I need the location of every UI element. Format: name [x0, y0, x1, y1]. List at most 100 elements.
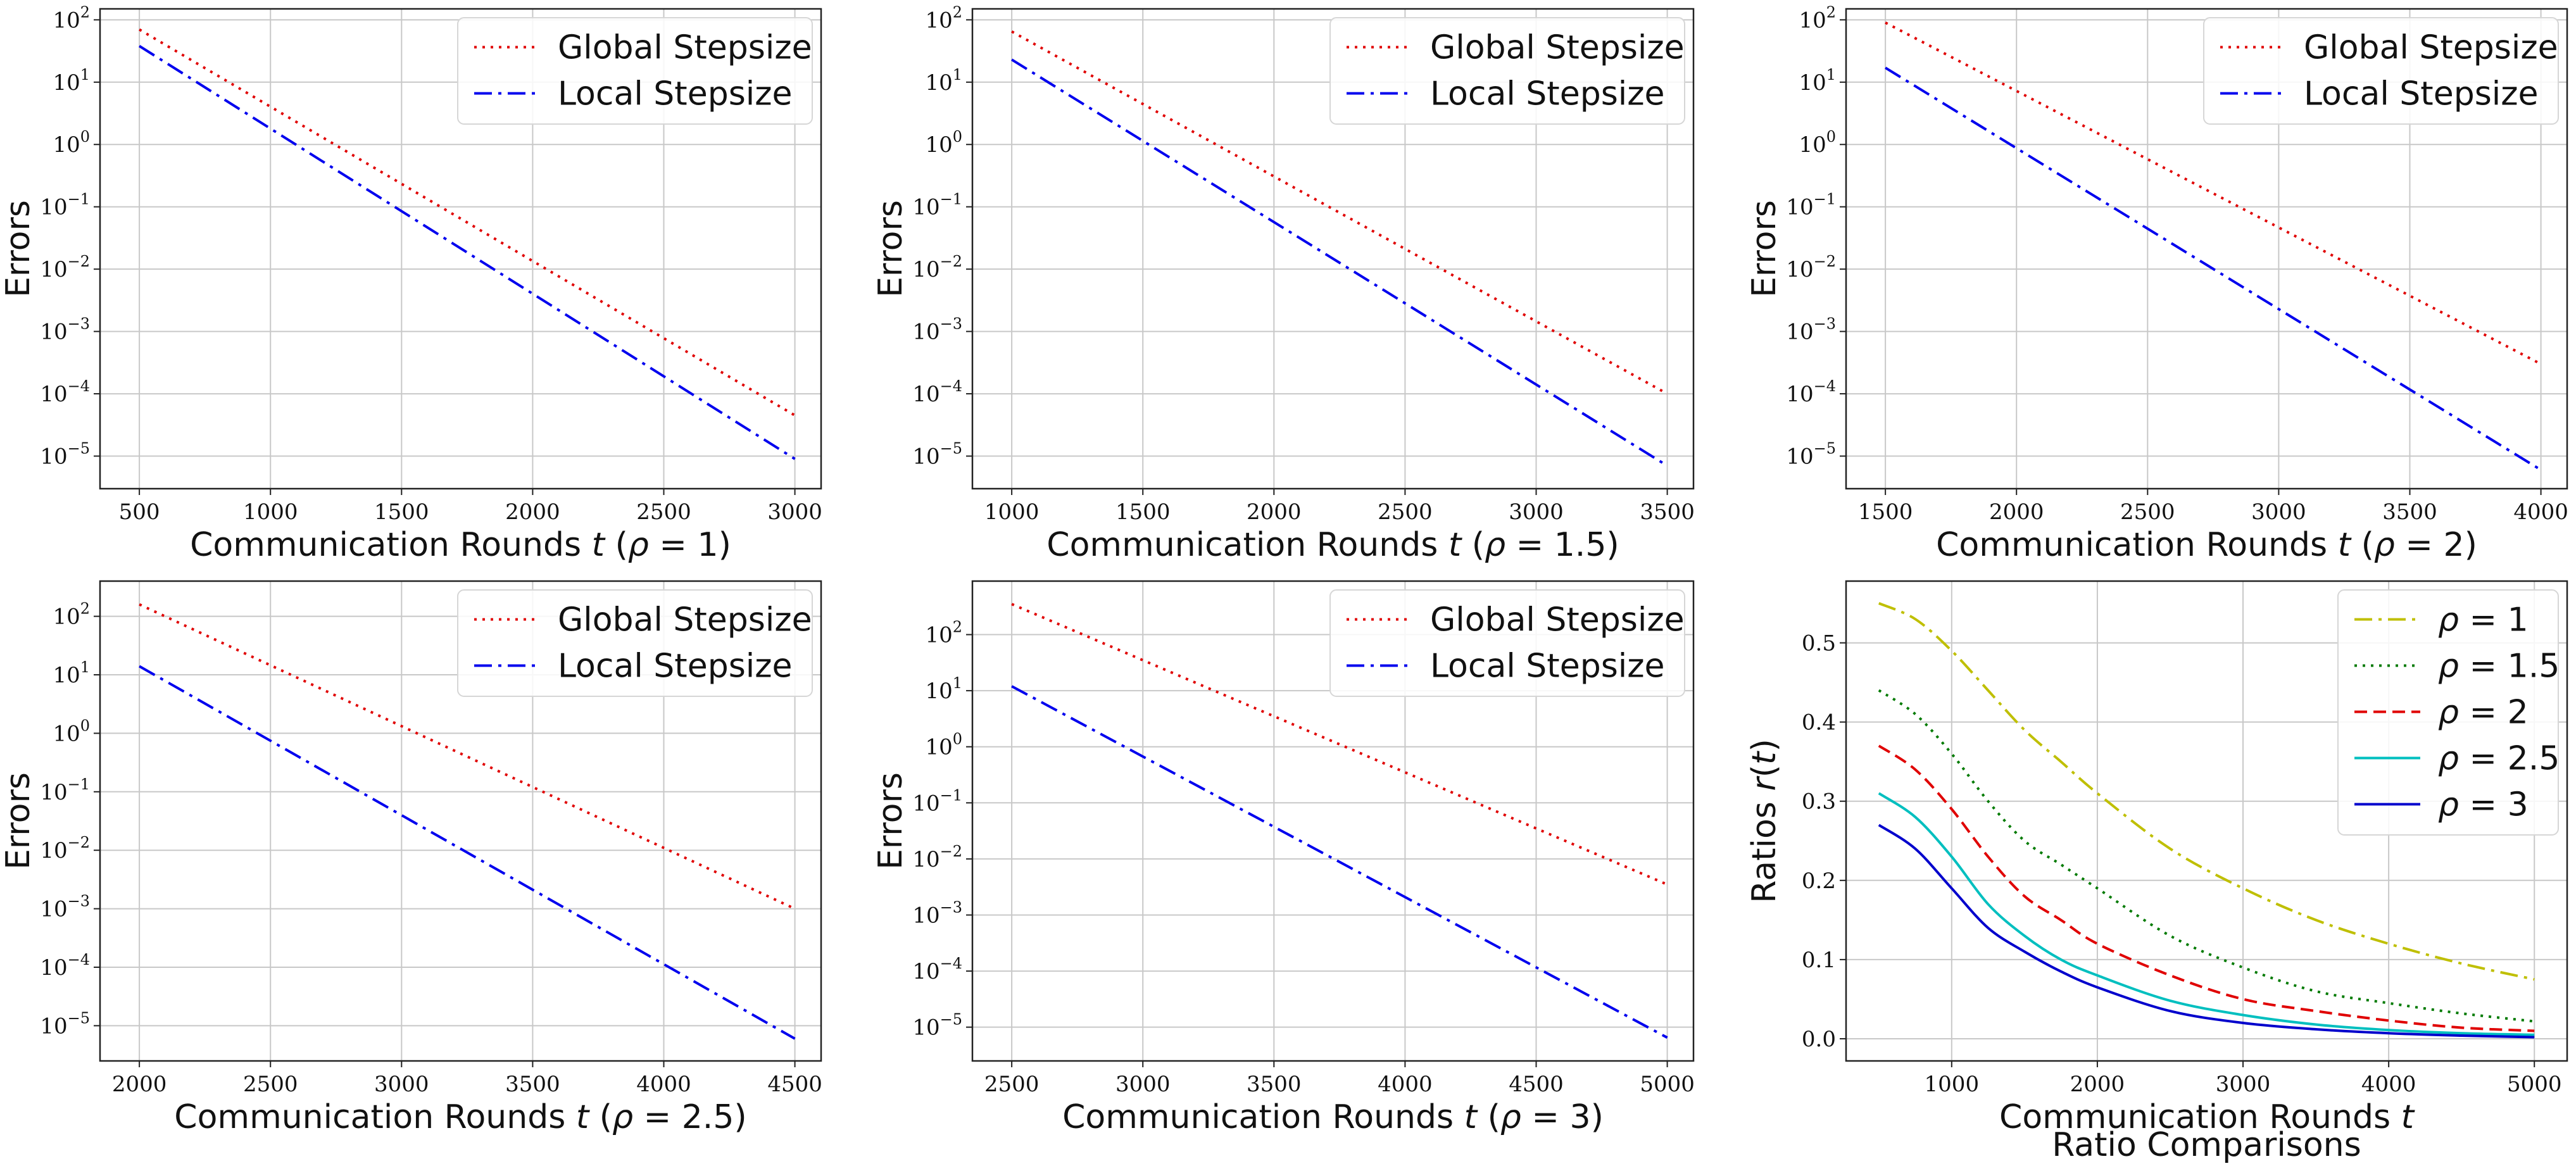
x-tick-label: 4000 — [636, 1072, 691, 1097]
x-axis-label: Communication Rounds t (ρ = 1) — [190, 526, 731, 564]
y-tick-label: 101 — [925, 66, 962, 96]
x-tick-label: 1500 — [1858, 499, 1913, 525]
legend-label: Local Stepsize — [1430, 648, 1665, 686]
series-line-1 — [1878, 602, 2535, 981]
plot-frame — [971, 580, 1695, 1062]
y-tick-label: 10−2 — [912, 843, 962, 872]
y-tick-label: 100 — [53, 128, 90, 158]
legend-box — [457, 589, 813, 697]
y-tick-label: 10−5 — [912, 1011, 962, 1041]
x-tick-label: 2000 — [1247, 499, 1302, 525]
y-tick-label: 10−3 — [1786, 315, 1836, 345]
y-tick-label: 10−4 — [912, 377, 962, 407]
y-axis-label: Ratios r(t) — [1745, 739, 1783, 903]
x-tick-label: 4000 — [1378, 1072, 1433, 1097]
legend-label: Global Stepsize — [1430, 601, 1685, 639]
x-tick-label: 2000 — [112, 1072, 167, 1097]
x-tick-label: 3500 — [505, 1072, 560, 1097]
y-tick-label: 101 — [53, 66, 90, 96]
y-tick-label: 0.2 — [1802, 868, 1836, 894]
x-tick-label: 3000 — [767, 499, 822, 525]
legend: ρ = 1 ρ = 1.5 ρ = 2 ρ = 2.5 ρ = 3 — [2337, 589, 2560, 836]
legend: Global Stepsize Local Stepsize — [1329, 17, 1685, 125]
y-tick-label: 10−2 — [40, 253, 90, 282]
y-tick-label: 10−3 — [40, 315, 90, 345]
x-tick-label: 3500 — [1640, 499, 1695, 525]
x-tick-label: 2000 — [1989, 499, 2044, 525]
legend: Global Stepsize Local Stepsize — [2203, 17, 2559, 125]
y-tick-label: 10−1 — [40, 191, 90, 220]
x-tick-label: 4000 — [2361, 1072, 2416, 1097]
x-axis-label: Communication Rounds t (ρ = 2.5) — [174, 1098, 746, 1136]
y-tick-label: 10−3 — [912, 315, 962, 345]
y-axis-label: Errors — [0, 200, 37, 298]
y-tick-label: 10−4 — [912, 955, 962, 984]
chart-panel-4: 2000 2500 3000 3500 4000 4500 10−5 10−4 10−3 10−2… — [0, 580, 822, 1136]
y-tick-label: 0.3 — [1802, 789, 1836, 815]
y-tick-label: 10−5 — [40, 1009, 90, 1039]
x-tick-label: 2000 — [2070, 1072, 2125, 1097]
series-line-1 — [139, 28, 796, 417]
chart-panel-1: 500 1000 1500 2000 2500 3000 10−5 10−4 10−3 10−2 1… — [0, 3, 822, 564]
x-axis-label: Communication Rounds t — [1999, 1098, 2415, 1136]
y-axis-label: Errors — [872, 772, 910, 870]
plot-frame — [971, 8, 1695, 490]
y-tick-label: 10−4 — [40, 951, 90, 981]
y-axis-label: Errors — [1745, 200, 1783, 298]
series-line-2 — [1011, 58, 1668, 467]
y-tick-label: 10−3 — [40, 893, 90, 922]
y-tick-label: 0.1 — [1802, 948, 1836, 973]
y-tick-label: 100 — [925, 730, 962, 760]
y-tick-label: 10−4 — [40, 377, 90, 407]
chart-panel-5: 2500 3000 3500 4000 4500 5000 10−5 10−4 10−3 10−2… — [872, 580, 1695, 1136]
series-line-2 — [139, 665, 796, 1040]
legend-label: ρ = 1.5 — [2438, 648, 2560, 686]
series-line-2 — [1011, 685, 1668, 1039]
chart-panel-6: 1000 2000 3000 4000 5000 0.0 0.1 0.2 0.3 0.4 0.5 ρ … — [1745, 580, 2568, 1164]
legend-label: ρ = 1 — [2438, 601, 2529, 639]
x-tick-label: 1000 — [984, 499, 1040, 525]
x-tick-label: 5000 — [2507, 1072, 2562, 1097]
legend: Global Stepsize Local Stepsize — [457, 589, 813, 697]
y-tick-label: 10−5 — [40, 440, 90, 470]
series-line-4 — [1878, 792, 2535, 1036]
y-tick-label: 10−5 — [1786, 440, 1836, 470]
series-line-2 — [139, 45, 796, 460]
x-tick-label: 4500 — [1509, 1072, 1564, 1097]
legend-label: Global Stepsize — [1430, 29, 1685, 67]
legend: Global Stepsize Local Stepsize — [1329, 589, 1685, 697]
x-tick-label: 4500 — [767, 1072, 822, 1097]
x-axis-label: Communication Rounds t (ρ = 3) — [1062, 1098, 1604, 1136]
x-axis-label: Communication Rounds t (ρ = 2) — [1936, 526, 2477, 564]
series-line-2 — [1885, 66, 2542, 472]
y-tick-label: 100 — [1799, 128, 1836, 158]
chart-panel-2: 1000 1500 2000 2500 3000 3500 10−5 10−4 10−3 10−2… — [872, 3, 1695, 564]
x-tick-label: 5000 — [1640, 1072, 1695, 1097]
y-tick-label: 102 — [925, 618, 962, 648]
legend-label: ρ = 3 — [2438, 786, 2529, 824]
y-tick-label: 100 — [925, 128, 962, 158]
y-tick-label: 0.5 — [1802, 631, 1836, 656]
chart-panel-3: 1500 2000 2500 3000 3500 4000 10−5 10−4 10−3 10−2… — [1745, 3, 2568, 564]
y-tick-label: 0.4 — [1802, 710, 1836, 736]
x-tick-label: 500 — [119, 499, 160, 525]
x-tick-label: 3000 — [1509, 499, 1564, 525]
legend-box — [457, 17, 813, 125]
x-tick-label: 3500 — [1247, 1072, 1302, 1097]
legend-label: ρ = 2 — [2438, 694, 2529, 732]
plot-frame — [1845, 580, 2568, 1062]
y-tick-label: 10−1 — [912, 191, 962, 220]
y-tick-label: 101 — [53, 658, 90, 688]
y-tick-label: 10−5 — [912, 440, 962, 470]
series-line-1 — [1011, 603, 1668, 886]
legend: Global Stepsize Local Stepsize — [457, 17, 813, 125]
legend-label: Local Stepsize — [558, 648, 793, 686]
y-tick-label: 10−3 — [912, 898, 962, 928]
x-tick-label: 3000 — [374, 1072, 429, 1097]
y-tick-label: 102 — [1799, 3, 1836, 33]
x-tick-label: 1500 — [374, 499, 429, 525]
x-tick-label: 3000 — [2216, 1072, 2271, 1097]
x-tick-label: 2500 — [984, 1072, 1040, 1097]
x-tick-label: 1500 — [1115, 499, 1171, 525]
legend-label: Local Stepsize — [2304, 75, 2539, 113]
